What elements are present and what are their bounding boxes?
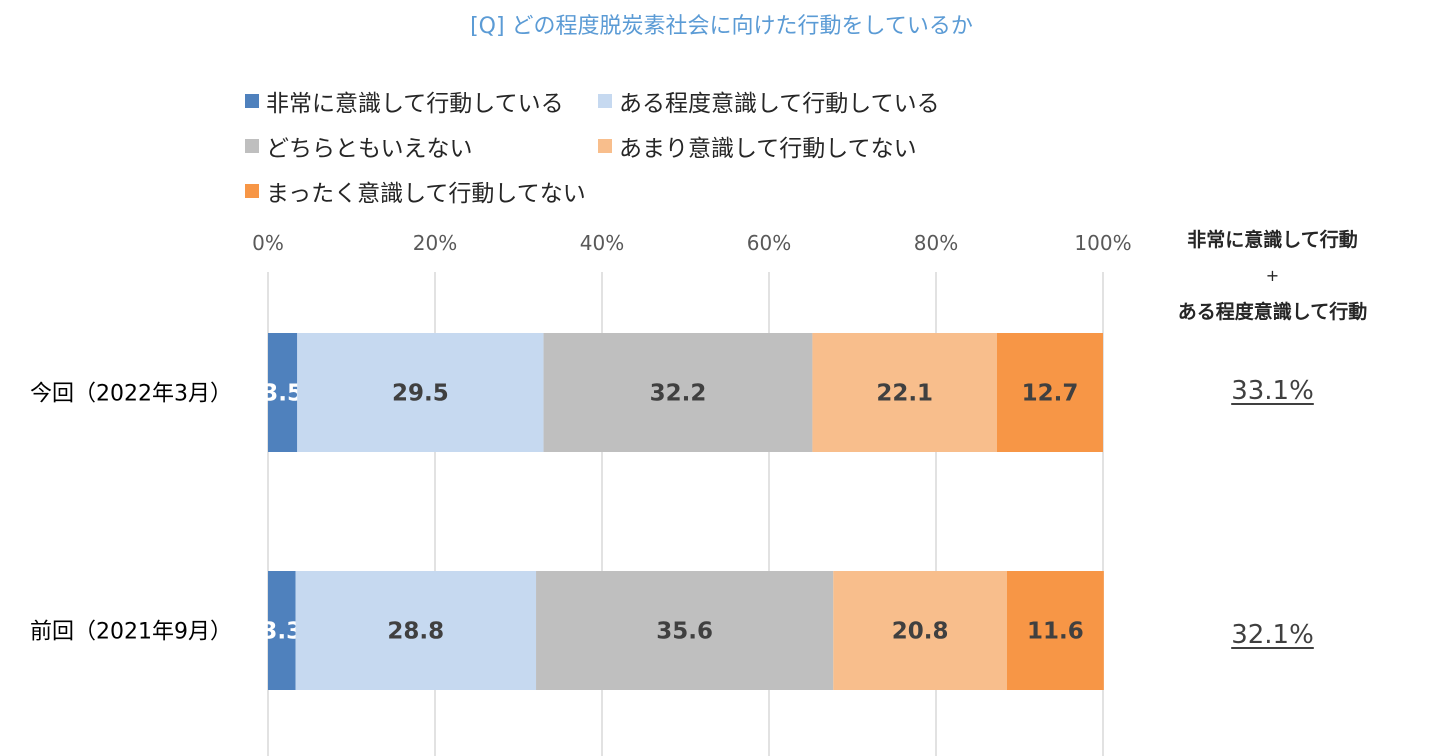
legend-label: ある程度意識して行動している (619, 91, 940, 117)
bar-segment (295, 571, 537, 690)
x-tick-label: 80% (914, 231, 958, 255)
combined-header-plus: + (1265, 266, 1280, 285)
combined-column-header: 非常に意識して行動 + ある程度意識して行動 (1160, 222, 1385, 330)
combined-header-line2: ある程度意識して行動 (1177, 301, 1368, 323)
data-label: 22.1 (876, 381, 933, 407)
x-tick-label: 20% (413, 231, 457, 255)
bar-segment (536, 571, 834, 690)
combined-header-line1: 非常に意識して行動 (1187, 229, 1358, 251)
legend-swatch (245, 184, 259, 198)
bar-segment (812, 333, 997, 452)
data-label: 12.7 (1022, 381, 1079, 407)
data-label: 32.2 (650, 381, 707, 407)
legend-item-very-conscious: 非常に意識して行動している (245, 84, 564, 118)
bar-segment (543, 333, 813, 452)
bar-segment (268, 571, 296, 690)
data-label: 28.8 (387, 619, 444, 645)
bar-segment (268, 333, 298, 452)
data-label: 20.8 (892, 619, 949, 645)
data-label: 11.6 (1027, 619, 1084, 645)
legend-label: あまり意識して行動してない (619, 136, 917, 162)
x-tick-label: 40% (580, 231, 624, 255)
chart-title: [Q] どの程度脱炭素社会に向けた行動をしているか (470, 14, 973, 39)
bar-segment (833, 571, 1007, 690)
combined-total-current: 33.1% (1231, 376, 1314, 406)
legend-swatch (598, 94, 612, 108)
x-tick-label: 100% (1074, 231, 1131, 255)
data-label: 3.3 (261, 619, 302, 645)
bar-segment (1006, 571, 1104, 690)
bar-segment (297, 333, 544, 452)
legend-label: まったく意識して行動してない (266, 181, 586, 207)
legend-swatch (245, 94, 259, 108)
x-tick-label: 60% (747, 231, 791, 255)
data-label: 29.5 (392, 381, 449, 407)
legend-label: 非常に意識して行動している (266, 91, 564, 117)
combined-total-previous: 32.1% (1231, 620, 1314, 650)
category-label: 前回（2021年9月） (30, 620, 232, 645)
bar-segment (996, 333, 1103, 452)
legend-item-neutral: どちらともいえない (245, 129, 473, 163)
legend: 非常に意識して行動している ある程度意識して行動している どちらともいえない あ… (0, 0, 1443, 220)
legend-label: どちらともいえない (266, 136, 473, 162)
category-label: 今回（2022年3月） (30, 382, 232, 407)
data-label: 35.6 (656, 619, 713, 645)
legend-item-not-very-conscious: あまり意識して行動してない (598, 129, 917, 163)
legend-item-not-at-all-conscious: まったく意識して行動してない (245, 174, 586, 208)
legend-swatch (598, 139, 612, 153)
legend-item-somewhat-conscious: ある程度意識して行動している (598, 84, 940, 118)
x-tick-label: 0% (252, 231, 284, 255)
data-label: 3.5 (262, 381, 303, 407)
legend-swatch (245, 139, 259, 153)
